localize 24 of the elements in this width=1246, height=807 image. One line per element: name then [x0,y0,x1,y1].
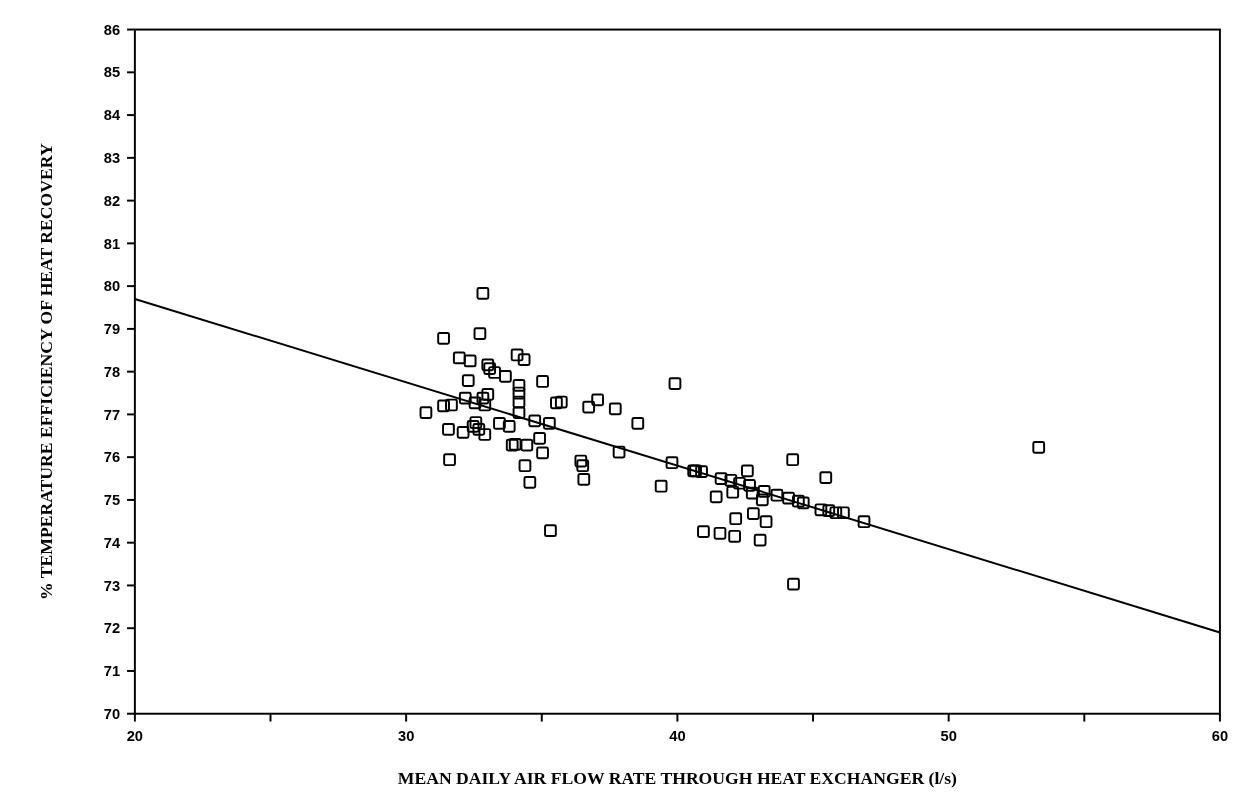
y-tick-label: 77 [103,406,121,423]
y-tick-label: 86 [103,21,121,38]
y-tick-label: 78 [103,363,121,380]
y-tick-label: 83 [103,149,121,166]
x-tick-label: 50 [940,728,957,745]
y-tick-label: 81 [103,235,121,252]
y-tick-label: 76 [103,449,121,466]
y-tick-label: 79 [103,321,121,338]
y-tick-label: 82 [103,192,121,209]
x-tick-label: 60 [1211,728,1229,745]
y-tick-label: 75 [103,492,121,509]
x-tick-label: 20 [126,728,144,745]
y-tick-label: 70 [103,705,121,722]
x-tick-label: 40 [669,728,686,745]
y-tick-label: 84 [103,107,121,124]
y-tick-label: 74 [103,534,121,551]
y-tick-label: 73 [103,577,121,594]
y-tick-label: 85 [103,64,121,81]
x-tick-label: 30 [397,728,415,745]
y-tick-label: 72 [103,620,121,637]
x-axis-title: MEAN DAILY AIR FLOW RATE THROUGH HEAT EXCHANGER (l/s) [397,768,958,789]
y-tick-label: 80 [103,278,121,295]
y-axis-title: % TEMPERATURE EFFICIENCY OF HEAT RECOVERY [35,143,56,600]
y-tick-label: 71 [103,663,121,680]
